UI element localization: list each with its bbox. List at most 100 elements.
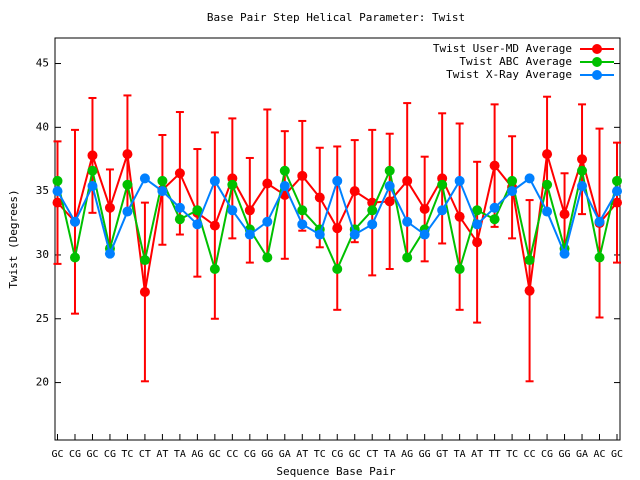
data-point: [349, 186, 360, 197]
data-point: [52, 197, 63, 208]
data-point: [507, 186, 518, 197]
legend-swatch: [592, 70, 602, 80]
data-point: [209, 175, 220, 186]
data-point: [349, 229, 360, 240]
x-tick-label: CG: [541, 449, 553, 460]
data-point: [297, 170, 308, 181]
data-point: [262, 178, 273, 189]
x-tick-label: CT: [139, 449, 151, 460]
data-point: [52, 186, 63, 197]
data-point: [437, 179, 448, 190]
x-tick-label: GA: [279, 449, 291, 460]
data-point: [244, 229, 255, 240]
data-point: [489, 202, 500, 213]
data-point: [192, 219, 203, 230]
x-tick-label: GT: [436, 449, 448, 460]
y-tick-label: 35: [36, 184, 49, 197]
x-tick-label: CT: [366, 449, 378, 460]
data-point: [174, 202, 185, 213]
data-point: [262, 216, 273, 227]
data-point: [542, 179, 553, 190]
data-point: [577, 181, 588, 192]
x-tick-label: AT: [471, 449, 483, 460]
data-point: [524, 285, 535, 296]
data-point: [297, 219, 308, 230]
data-point: [419, 229, 430, 240]
data-point: [612, 197, 622, 208]
data-point: [157, 186, 168, 197]
data-point: [454, 211, 465, 222]
legend-label: Twist X-Ray Average: [446, 68, 572, 81]
data-point: [577, 165, 588, 176]
data-point: [69, 252, 80, 263]
data-point: [594, 252, 605, 263]
data-point: [314, 192, 325, 203]
x-tick-label: GC: [349, 449, 361, 460]
data-point: [332, 263, 343, 274]
x-tick-label: TC: [121, 449, 133, 460]
data-point: [542, 149, 553, 160]
x-tick-label: GC: [86, 449, 98, 460]
data-point: [139, 173, 150, 184]
data-point: [472, 205, 483, 216]
data-point: [262, 252, 273, 263]
data-point: [419, 204, 430, 215]
data-point: [244, 205, 255, 216]
x-tick-label: TT: [489, 449, 501, 460]
y-tick-label: 25: [36, 312, 49, 325]
data-point: [332, 223, 343, 234]
data-point: [332, 175, 343, 186]
data-point: [402, 252, 413, 263]
x-tick-label: AG: [191, 449, 203, 460]
x-tick-label: CG: [244, 449, 256, 460]
x-axis-label: Sequence Base Pair: [276, 465, 396, 478]
data-point: [122, 179, 133, 190]
data-point: [542, 206, 553, 217]
legend-label: Twist ABC Average: [459, 55, 572, 68]
data-point: [314, 229, 325, 240]
x-tick-label: CG: [331, 449, 343, 460]
data-point: [157, 175, 168, 186]
legend-swatch: [592, 44, 602, 54]
data-point: [384, 165, 395, 176]
data-point: [122, 206, 133, 217]
data-point: [139, 286, 150, 297]
y-axis-label: Twist (Degrees): [7, 189, 20, 288]
data-point: [367, 205, 378, 216]
data-point: [384, 196, 395, 207]
data-point: [87, 181, 98, 192]
y-tick-label: 40: [36, 120, 49, 133]
data-point: [87, 150, 98, 161]
data-point: [507, 175, 518, 186]
x-tick-label: GA: [576, 449, 588, 460]
data-point: [524, 173, 535, 184]
data-point: [122, 149, 133, 160]
x-tick-label: TC: [314, 449, 326, 460]
data-point: [174, 214, 185, 225]
data-point: [402, 175, 413, 186]
x-tick-label: AC: [593, 449, 605, 460]
data-point: [139, 255, 150, 266]
x-tick-label: AG: [401, 449, 413, 460]
data-point: [367, 219, 378, 230]
data-point: [384, 181, 395, 192]
data-point: [279, 165, 290, 176]
x-tick-label: AT: [156, 449, 168, 460]
data-point: [559, 209, 570, 220]
data-point: [454, 175, 465, 186]
x-tick-label: TA: [384, 449, 396, 460]
x-tick-label: GC: [51, 449, 63, 460]
x-tick-label: CG: [104, 449, 116, 460]
data-point: [279, 181, 290, 192]
x-tick-label: GC: [611, 449, 623, 460]
data-point: [472, 219, 483, 230]
data-point: [402, 216, 413, 227]
data-point: [454, 263, 465, 274]
y-tick-label: 20: [36, 376, 49, 389]
data-point: [52, 175, 63, 186]
data-point: [104, 248, 115, 259]
x-tick-label: TC: [506, 449, 518, 460]
x-tick-label: GG: [261, 449, 273, 460]
data-point: [559, 248, 570, 259]
